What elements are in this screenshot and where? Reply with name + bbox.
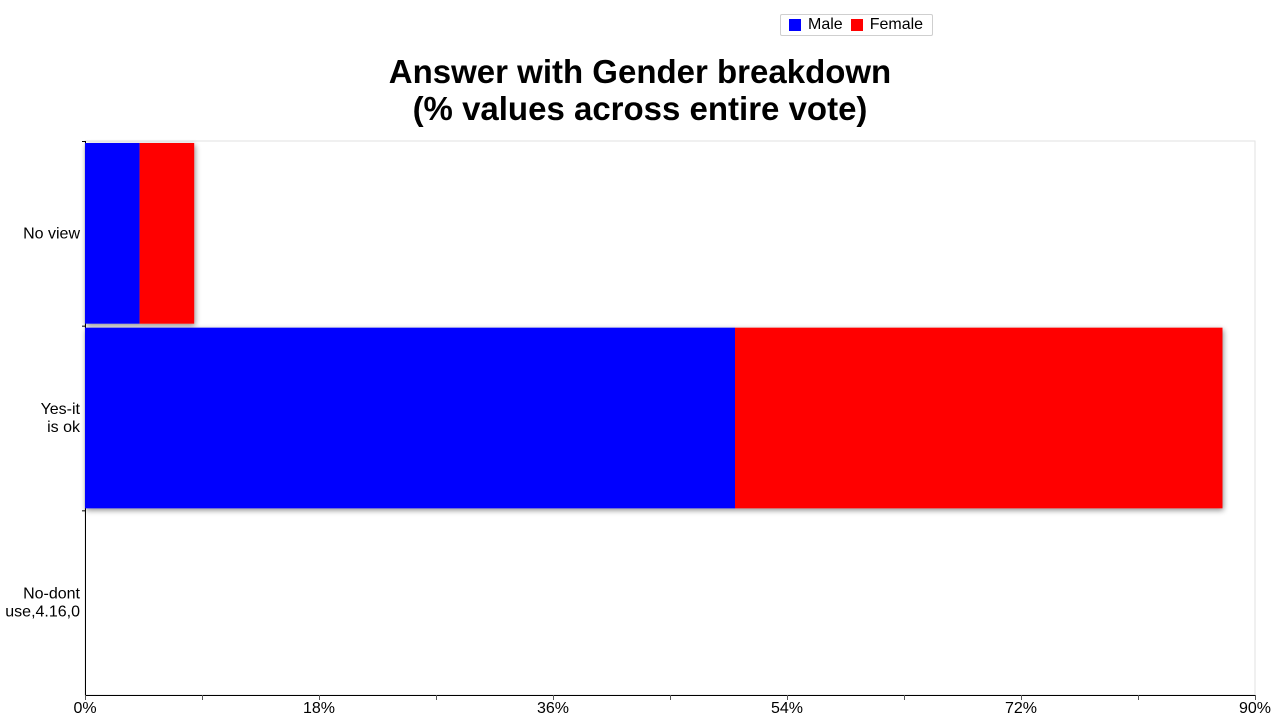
x-tick-label: 36% [537,700,569,717]
bar-male[interactable] [85,327,735,509]
legend-label-male: Male [808,16,843,33]
category-label: No view [23,225,80,242]
bar-female[interactable] [139,143,195,324]
legend-item-female[interactable]: Female [843,15,923,35]
bar-group [85,143,195,324]
chart-legend: Male Female [780,14,933,36]
legend-swatch-female [850,19,863,31]
category-label: Yes-it [41,401,81,418]
category-label: No-dont [23,586,80,603]
bar-male[interactable] [85,143,140,324]
category-label: is ok [47,419,81,436]
x-tick-label: 72% [1005,700,1037,717]
bar-female[interactable] [735,327,1223,509]
x-tick-label: 54% [771,700,803,717]
category-label: use,4.16,0 [5,604,80,621]
legend-item-male[interactable]: Male [781,15,843,35]
bar-group [85,327,1223,509]
legend-label-female: Female [869,16,924,33]
x-tick-label: 18% [303,700,335,717]
chart-title-line-2: (% values across entire vote) [412,90,868,127]
legend-swatch-male [789,19,801,31]
x-tick-label: 0% [73,700,96,717]
chart-title-line-1: Answer with Gender breakdown [388,53,892,90]
chart-title: Answer with Gender breakdown (% values a… [0,53,1280,127]
x-tick-label: 90% [1239,700,1271,717]
